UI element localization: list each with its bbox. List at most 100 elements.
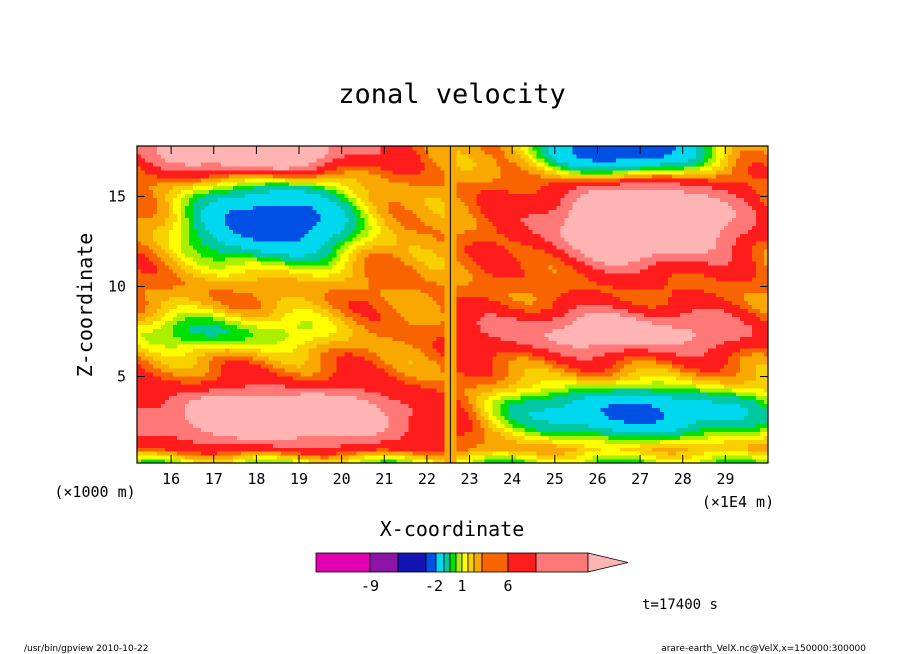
field-cell	[732, 455, 737, 460]
field-cell	[484, 391, 490, 397]
field-cell	[680, 371, 685, 377]
field-cell	[144, 411, 150, 417]
field-cell	[688, 459, 693, 464]
field-cell	[632, 423, 637, 428]
field-cell	[740, 415, 745, 421]
field-cell	[748, 455, 753, 460]
field-cell	[400, 411, 406, 417]
field-cell	[444, 399, 450, 405]
field-cell	[356, 363, 362, 369]
field-cell	[356, 379, 362, 385]
field-cell	[560, 427, 565, 432]
field-cell	[628, 379, 633, 385]
field-cell	[532, 395, 537, 401]
field-cell	[288, 336, 294, 341]
field-cell	[516, 391, 521, 397]
field-cell	[580, 427, 585, 432]
field-cell	[284, 415, 290, 421]
field-cell	[616, 391, 621, 397]
field-cell	[604, 431, 609, 436]
field-cell	[456, 359, 462, 365]
field-cell	[764, 359, 769, 365]
field-cell	[600, 411, 605, 417]
field-cell	[680, 423, 685, 428]
field-cell	[208, 399, 214, 405]
field-cell	[284, 363, 290, 369]
field-cell	[460, 356, 466, 361]
field-cell	[268, 451, 274, 456]
field-cell	[552, 407, 557, 413]
field-cell	[176, 356, 182, 361]
field-cell	[540, 395, 545, 401]
field-cell	[308, 443, 314, 448]
field-cell	[760, 356, 765, 361]
field-cell	[144, 455, 150, 460]
field-cell	[456, 447, 462, 452]
field-cell	[400, 447, 406, 452]
field-cell	[296, 451, 302, 456]
field-cell	[180, 407, 186, 413]
field-cell	[668, 455, 673, 460]
field-cell	[188, 340, 194, 345]
field-cell	[708, 415, 713, 421]
field-cell	[304, 359, 310, 365]
field-cell	[328, 352, 334, 357]
field-cell	[388, 395, 394, 401]
field-cell	[460, 387, 466, 393]
field-cell	[680, 447, 685, 452]
field-cell	[728, 423, 733, 428]
field-cell	[472, 383, 478, 389]
field-cell	[588, 391, 593, 397]
field-cell	[328, 395, 334, 401]
field-cell	[560, 367, 565, 373]
field-cell	[252, 439, 258, 444]
field-cell	[696, 403, 701, 409]
field-cell	[644, 375, 649, 381]
field-cell	[556, 403, 561, 409]
field-cell	[620, 391, 625, 397]
field-cell	[440, 427, 446, 432]
field-cell	[468, 407, 474, 413]
field-cell	[496, 391, 502, 397]
field-cell	[524, 348, 529, 353]
field-cell	[608, 423, 613, 428]
field-cell	[360, 431, 366, 436]
field-cell	[544, 387, 549, 393]
field-cell	[744, 383, 749, 389]
field-cell	[464, 427, 470, 432]
field-cell	[416, 435, 422, 440]
field-cell	[252, 395, 258, 401]
field-cell	[488, 459, 494, 464]
field-cell	[548, 348, 553, 353]
field-cell	[148, 451, 154, 456]
field-cell	[332, 419, 338, 424]
field-cell	[608, 359, 613, 365]
field-cell	[624, 344, 629, 349]
field-cell	[728, 395, 733, 401]
field-cell	[452, 439, 458, 444]
field-cell	[512, 359, 517, 365]
field-cell	[200, 439, 206, 444]
field-cell	[192, 403, 198, 409]
field-cell	[728, 415, 733, 421]
field-cell	[668, 399, 673, 405]
field-cell	[572, 427, 577, 432]
field-cell	[348, 399, 354, 405]
field-cell	[360, 399, 366, 405]
field-cell	[140, 431, 146, 436]
field-cell	[268, 352, 274, 357]
field-cell	[408, 451, 414, 456]
field-cell	[580, 447, 585, 452]
field-cell	[668, 391, 673, 397]
field-cell	[340, 439, 346, 444]
field-cell	[548, 439, 553, 444]
field-cell	[500, 359, 506, 365]
field-cell	[184, 431, 190, 436]
field-cell	[212, 363, 218, 369]
field-cell	[228, 447, 234, 452]
field-cell	[264, 431, 270, 436]
field-cell	[420, 363, 426, 369]
field-cell	[364, 395, 370, 401]
field-cell	[384, 359, 390, 365]
field-cell	[200, 399, 206, 405]
